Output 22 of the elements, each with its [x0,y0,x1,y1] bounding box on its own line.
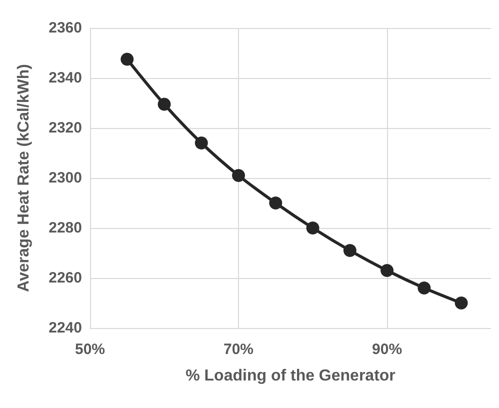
x-tick-label: 90% [372,341,402,358]
point [158,98,171,111]
point [343,244,356,257]
point [232,169,246,182]
y-tick-label: 2280 [48,220,82,236]
y-tick-label: 2340 [48,70,82,86]
x-tick-label: 50% [74,341,106,358]
point [380,264,394,277]
y-tick-label: 2240 [48,320,82,336]
point [454,296,468,310]
point [306,222,320,234]
point [120,52,134,66]
point [418,282,431,294]
x-tick-label: 70% [224,341,254,358]
y-tick-label: 2300 [48,170,82,186]
y-tick-label: 2320 [48,120,82,136]
point [194,136,208,150]
y-tick-label: 2360 [48,20,82,36]
x-axis-title: % Loading of the Generator [186,368,396,384]
y-axis-title: Average Heat Rate (kCal/kWh) [16,64,32,292]
point [269,196,282,210]
y-tick-label: 2260 [48,270,82,286]
